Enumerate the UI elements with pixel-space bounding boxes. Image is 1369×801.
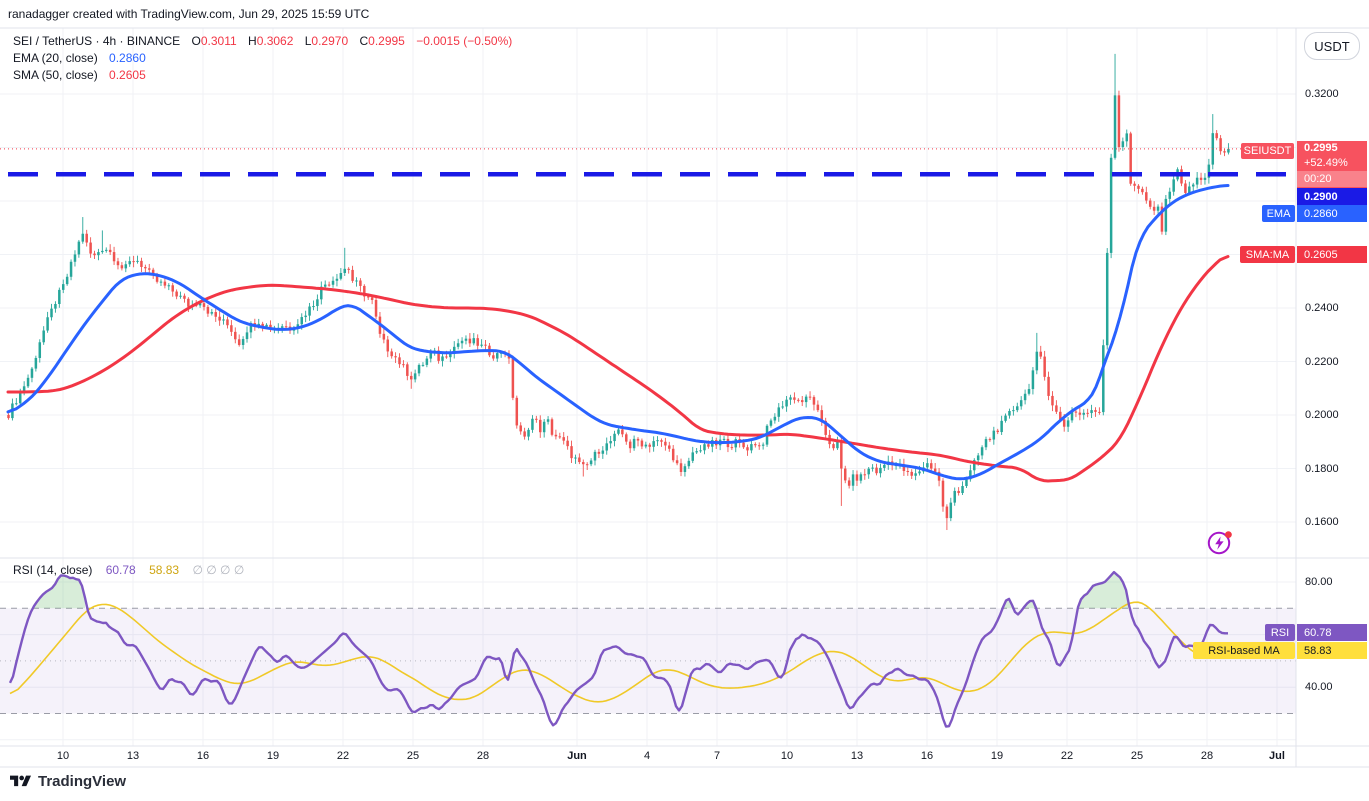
time-tick-label: Jul [1269, 750, 1285, 762]
price-tick-label: 0.1800 [1305, 462, 1339, 475]
time-tick-label: 7 [713, 750, 721, 762]
low-label: L [304, 34, 312, 48]
time-tick-label: 13 [850, 750, 864, 762]
ema-tag: EMA [1262, 205, 1295, 222]
rsi-tick-label: 80.00 [1305, 576, 1333, 588]
rsi-placeholders: ∅ ∅ ∅ ∅ [192, 563, 245, 577]
ema-value: 0.2860 [109, 51, 146, 65]
change-value: −0.0015 (−0.50%) [416, 34, 513, 48]
symbol-legend: SEI / TetherUS · 4h · BINANCE O0.3011 H0… [13, 33, 512, 84]
symbol-legend-row[interactable]: SEI / TetherUS · 4h · BINANCE O0.3011 H0… [13, 33, 512, 50]
rsi-value: 60.78 [105, 563, 136, 577]
time-tick-label: 25 [1130, 750, 1144, 762]
time-tick-label: 28 [1200, 750, 1214, 762]
open-label: O [191, 34, 201, 48]
time-tick-label: 25 [406, 750, 420, 762]
close-value: 0.2995 [368, 34, 405, 48]
time-tick-label: 28 [476, 750, 490, 762]
last-price-axis-chip[interactable]: 0.2995 +52.49% 00:20 [1297, 141, 1367, 188]
time-tick-label: 4 [643, 750, 651, 762]
notification-dot [1225, 531, 1232, 538]
time-tick-label: 13 [126, 750, 140, 762]
last-price-value: 0.2995 [1304, 142, 1338, 154]
ema-label: EMA (20, close) [13, 51, 98, 65]
time-tick-label: 19 [266, 750, 280, 762]
time-tick-label: Jun [567, 750, 587, 762]
rsi-tick-label: 40.00 [1305, 681, 1333, 694]
sma-axis-chip: 0.2605 [1297, 246, 1367, 263]
tradingview-logo-icon [10, 775, 31, 787]
rsi-ma-tag: RSI-based MA [1193, 642, 1295, 659]
price-tick-label: 0.2200 [1305, 355, 1339, 368]
attribution-text: ranadagger created with TradingView.com,… [8, 7, 370, 21]
price-tick-label: 0.2000 [1305, 409, 1339, 421]
low-value: 0.2970 [311, 34, 349, 48]
sma-label: SMA (50, close) [13, 68, 98, 82]
rsi-ma-axis-chip: 58.83 [1297, 642, 1367, 659]
price-tick-label: 0.1600 [1305, 516, 1339, 528]
time-tick-label: 16 [920, 750, 934, 762]
flash-promo-icon[interactable] [1206, 529, 1234, 557]
price-tick-label: 0.2400 [1305, 302, 1339, 314]
time-tick-label: 22 [1060, 750, 1074, 762]
time-tick-label: 10 [56, 750, 70, 762]
high-value: 0.3062 [256, 34, 294, 48]
sma-value: 0.2605 [109, 68, 146, 82]
time-tick-label: 10 [780, 750, 794, 762]
sma-legend-row[interactable]: SMA (50, close) 0.2605 [13, 67, 512, 84]
bar-countdown: 00:20 [1297, 171, 1367, 187]
close-label: C [359, 34, 369, 48]
time-tick-label: 16 [196, 750, 210, 762]
sma-tag: SMA:MA [1240, 246, 1295, 263]
time-tick-label: 22 [336, 750, 350, 762]
tradingview-wordmark: TradingView [38, 773, 127, 790]
rsi-legend-row[interactable]: RSI (14, close) 60.78 58.83 ∅ ∅ ∅ ∅ [13, 563, 244, 577]
high-label: H [248, 34, 257, 48]
open-value: 0.3011 [200, 34, 237, 48]
last-price-change-pct: +52.49% [1304, 157, 1348, 169]
price-tick-label: 0.3200 [1305, 88, 1339, 100]
symbol-title[interactable]: SEI / TetherUS · 4h · BINANCE [13, 34, 181, 48]
price-axis-currency-button[interactable]: USDT [1304, 32, 1360, 60]
rsi-axis-chip: 60.78 [1297, 624, 1367, 641]
rsi-tag: RSI [1265, 624, 1295, 641]
time-tick-label: 19 [990, 750, 1004, 762]
rsi-title: RSI (14, close) [13, 563, 93, 577]
rsi-ma-value: 58.83 [149, 563, 180, 577]
ema-legend-row[interactable]: EMA (20, close) 0.2860 [13, 50, 512, 67]
ema-axis-chip: 0.2860 [1297, 205, 1367, 222]
last-price-symbol-tag: SEIUSDT [1241, 143, 1294, 159]
footer-brand[interactable]: TradingView [10, 773, 126, 790]
alert-level-axis-chip[interactable]: 0.2900 [1297, 188, 1367, 206]
